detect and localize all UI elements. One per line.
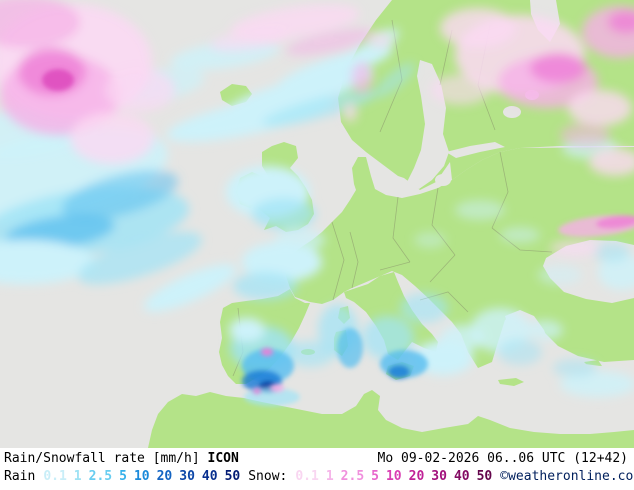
map-title: Rain/Snowfall rate [mm/h] ICON	[4, 451, 239, 466]
rain-scale-label: Rain	[4, 469, 36, 484]
snow-scale-label: Snow:	[248, 469, 288, 484]
scale-value: 1	[73, 469, 82, 484]
scale-value: 5	[119, 469, 127, 484]
scale-value: 2.5	[340, 469, 365, 484]
scale-value: 20	[156, 469, 173, 484]
snow-cores	[42, 69, 634, 394]
snow-overlay	[0, 0, 634, 256]
legend-bar: Rain/Snowfall rate [mm/h] ICON Mo 09-02-…	[0, 448, 634, 490]
scale-value: 10	[133, 469, 150, 484]
scale-value: 40	[453, 469, 470, 484]
rain-overlay	[0, 28, 634, 397]
scale-value: 10	[385, 469, 402, 484]
scale-value: 30	[179, 469, 195, 484]
scale-value: 0.1	[295, 469, 319, 484]
model-name: ICON	[207, 451, 239, 466]
scale-value: 30	[431, 469, 447, 484]
lake-ladoga	[503, 106, 521, 118]
scale-value: 5	[371, 469, 379, 484]
gulf-of-finland	[446, 142, 505, 158]
island-crete	[498, 378, 524, 386]
scale-value: 1	[325, 469, 334, 484]
legend-scale-row: Rain 0.1 1 2.5 5 10 20 30 40 50 Snow: 0.1 1 2.5 5 10…	[4, 468, 634, 486]
scale-value: 50	[476, 469, 493, 484]
scale-value: 2.5	[88, 469, 113, 484]
landmass-europe	[283, 147, 634, 368]
rain-scale-values: 0.1 1 2.5 5 10 20 30 40 50	[43, 468, 240, 486]
gulf-of-riga	[435, 174, 451, 186]
scale-value: 40	[201, 469, 218, 484]
map-svg	[0, 0, 634, 448]
scale-value: 20	[408, 469, 425, 484]
scale-value: 0.1	[43, 469, 67, 484]
forecast-datetime: Mo 09-02-2026 06..06 UTC (12+42)	[377, 451, 628, 466]
snow-scale-values: 0.1 1 2.5 5 10 20 30 40 50	[295, 468, 492, 486]
landmass-italy	[344, 272, 438, 360]
copyright-text: ©weatheronline.co.uk	[500, 469, 634, 484]
legend-title-row: Rain/Snowfall rate [mm/h] ICON Mo 09-02-…	[4, 450, 628, 468]
europe-precipitation-map	[0, 0, 634, 448]
scale-value: 50	[224, 469, 241, 484]
